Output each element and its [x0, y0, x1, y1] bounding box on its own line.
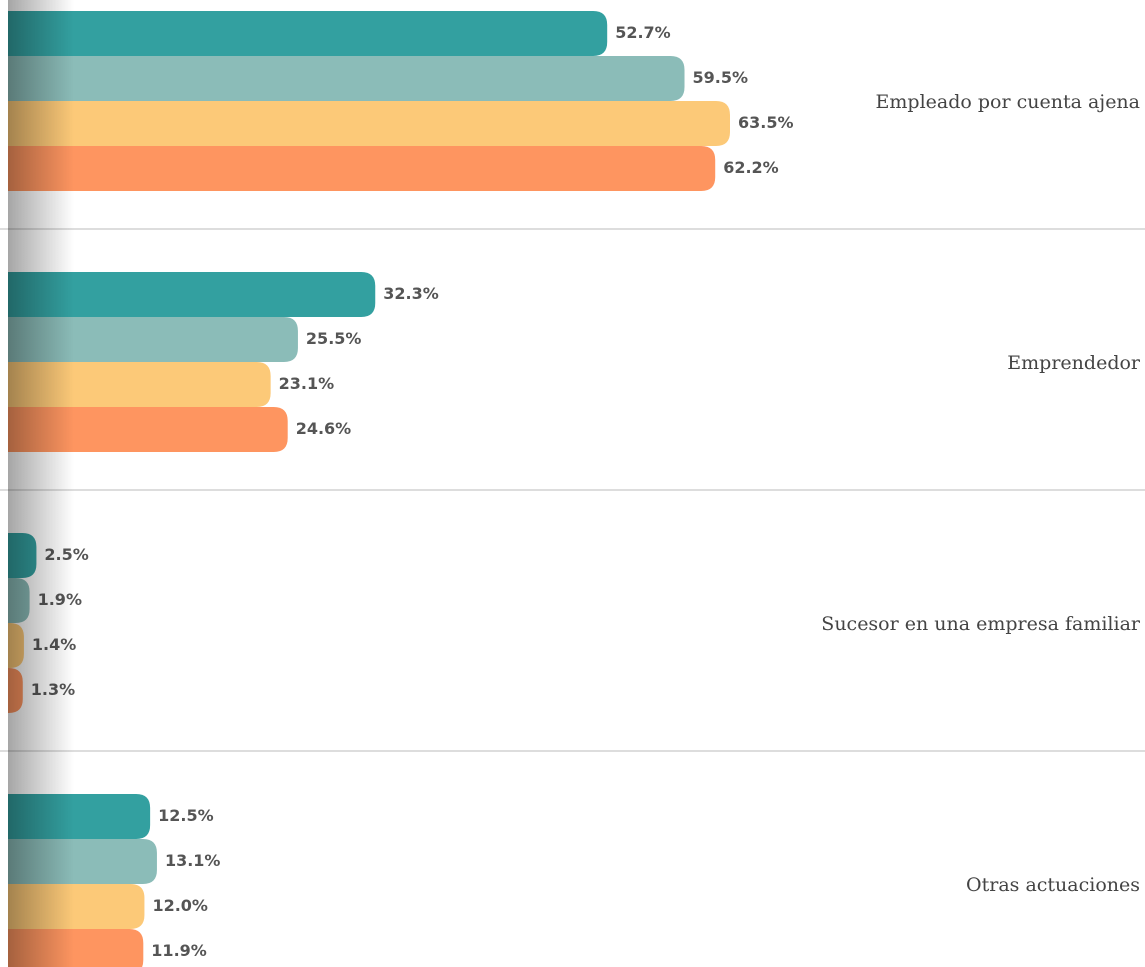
category-label: Empleado por cuenta ajena [876, 91, 1140, 113]
value-label: 1.4% [32, 635, 76, 654]
value-label: 52.7% [615, 23, 671, 42]
bar [8, 578, 30, 623]
bar [8, 272, 376, 317]
bar [8, 839, 157, 884]
value-label: 62.2% [723, 158, 779, 177]
bar [8, 11, 608, 56]
value-label: 2.5% [44, 545, 88, 564]
bar [8, 362, 271, 407]
bar [8, 101, 730, 146]
bar [8, 794, 151, 839]
category-label: Otras actuaciones [966, 874, 1140, 896]
value-label: 12.5% [158, 806, 214, 825]
value-label: 11.9% [151, 941, 207, 960]
value-label: 32.3% [383, 284, 439, 303]
bar [8, 623, 24, 668]
value-label: 25.5% [306, 329, 362, 348]
value-label: 13.1% [165, 851, 221, 870]
bar [8, 56, 685, 101]
category-label: Sucesor en una empresa familiar [821, 613, 1141, 635]
value-label: 1.3% [31, 680, 75, 699]
value-label: 1.9% [38, 590, 82, 609]
bar [8, 929, 144, 967]
bar [8, 668, 23, 713]
value-label: 59.5% [693, 68, 749, 87]
value-label: 12.0% [152, 896, 208, 915]
bar [8, 317, 298, 362]
bar [8, 533, 37, 578]
value-label: 23.1% [279, 374, 335, 393]
value-label: 63.5% [738, 113, 794, 132]
value-label: 24.6% [296, 419, 352, 438]
plot: 52.7% 59.5% 63.5% 62.2% Empleado por cuenta … [0, 11, 1145, 967]
bar [8, 884, 145, 929]
bar [8, 407, 288, 452]
category-label: Emprendedor [1007, 352, 1141, 374]
bar [8, 146, 716, 191]
